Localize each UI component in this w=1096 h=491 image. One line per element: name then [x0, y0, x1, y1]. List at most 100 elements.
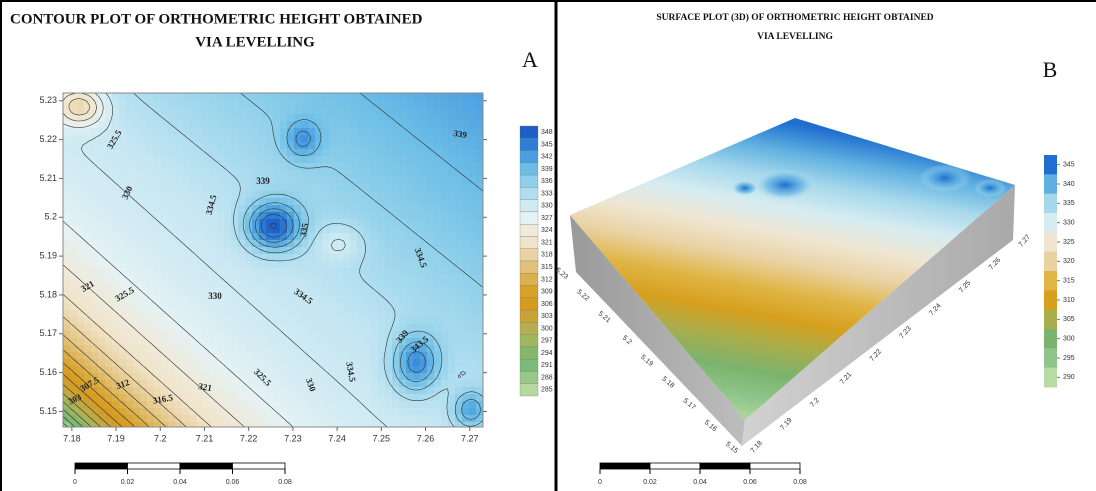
field-cell — [91, 303, 99, 311]
field-cell — [378, 240, 386, 248]
colorbar-label: 306 — [541, 301, 553, 308]
field-cell — [224, 338, 232, 346]
field-cell — [70, 198, 78, 206]
field-cell — [140, 247, 148, 255]
field-cell — [441, 212, 449, 220]
field-cell — [448, 366, 456, 374]
field-cell — [196, 268, 204, 276]
field-cell — [427, 352, 435, 360]
field-cell — [182, 205, 190, 213]
field-cell — [63, 366, 71, 374]
field-cell — [364, 107, 372, 115]
field-cell — [315, 415, 323, 423]
field-cell — [392, 275, 400, 283]
field-cell — [280, 198, 288, 206]
field-cell — [238, 380, 246, 388]
field-cell — [462, 198, 470, 206]
field-cell — [294, 212, 302, 220]
contour-panel: CONTOUR PLOT OF ORTHOMETRIC HEIGHT OBTAI… — [10, 11, 553, 485]
field-cell — [112, 282, 120, 290]
field-cell — [84, 289, 92, 297]
field-cell — [273, 93, 281, 101]
field-cell — [448, 352, 456, 360]
field-cell — [280, 282, 288, 290]
field-cell — [378, 317, 386, 325]
field-cell — [119, 261, 127, 269]
y-tick-label: 5.19 — [39, 250, 57, 260]
field-cell — [168, 240, 176, 248]
field-cell — [301, 373, 309, 381]
field-cell — [63, 345, 71, 353]
field-cell — [385, 289, 393, 297]
field-cell — [476, 247, 483, 255]
field-cell — [287, 282, 295, 290]
field-cell — [196, 380, 204, 388]
field-cell — [140, 289, 148, 297]
field-cell — [399, 233, 407, 241]
field-cell — [399, 296, 407, 304]
field-cell — [203, 373, 211, 381]
field-cell — [371, 415, 379, 423]
field-cell — [266, 373, 274, 381]
field-cell — [350, 135, 358, 143]
field-cell — [105, 268, 113, 276]
field-cell — [336, 100, 344, 108]
field-cell — [364, 408, 372, 416]
field-cell — [224, 373, 232, 381]
field-cell — [385, 394, 393, 402]
field-cell — [315, 240, 323, 248]
field-cell — [98, 93, 106, 101]
field-cell — [63, 331, 71, 339]
field-cell — [245, 142, 253, 150]
field-cell — [434, 345, 442, 353]
field-cell — [322, 394, 330, 402]
field-cell — [350, 338, 358, 346]
scale-segment — [599, 462, 651, 470]
field-cell — [84, 380, 92, 388]
field-cell — [91, 373, 99, 381]
field-cell — [315, 254, 323, 262]
field-cell — [70, 247, 78, 255]
field-cell — [245, 394, 253, 402]
field-cell — [378, 233, 386, 241]
field-cell — [161, 142, 169, 150]
field-cell — [301, 212, 309, 220]
field-cell — [322, 415, 330, 423]
field-cell — [105, 205, 113, 213]
field-cell — [238, 114, 246, 122]
field-cell — [350, 107, 358, 115]
field-cell — [224, 219, 232, 227]
field-cell — [224, 128, 232, 136]
field-cell — [350, 289, 358, 297]
field-cell — [329, 261, 337, 269]
field-cell — [301, 394, 309, 402]
field-cell — [364, 296, 372, 304]
field-cell — [252, 177, 260, 185]
field-cell — [273, 191, 281, 199]
field-cell — [413, 163, 421, 171]
field-cell — [371, 317, 379, 325]
field-cell — [462, 275, 470, 283]
field-cell — [217, 310, 225, 318]
field-cell — [112, 198, 120, 206]
field-cell — [420, 331, 428, 339]
field-cell — [476, 142, 483, 150]
colorbar-label: 330 — [1063, 220, 1075, 227]
field-cell — [476, 93, 483, 101]
field-cell — [182, 338, 190, 346]
field-cell — [315, 310, 323, 318]
field-cell — [273, 163, 281, 171]
field-cell — [161, 261, 169, 269]
field-cell — [336, 352, 344, 360]
field-cell — [133, 352, 141, 360]
field-cell — [210, 289, 218, 297]
field-cell — [126, 387, 134, 395]
field-cell — [455, 317, 463, 325]
field-cell — [420, 135, 428, 143]
field-cell — [364, 156, 372, 164]
field-cell — [448, 226, 456, 234]
chart-title: SURFACE PLOT (3D) OF ORTHOMETRIC HEIGHT … — [656, 12, 933, 23]
field-cell — [133, 317, 141, 325]
field-cell — [77, 268, 85, 276]
field-cell — [280, 93, 288, 101]
